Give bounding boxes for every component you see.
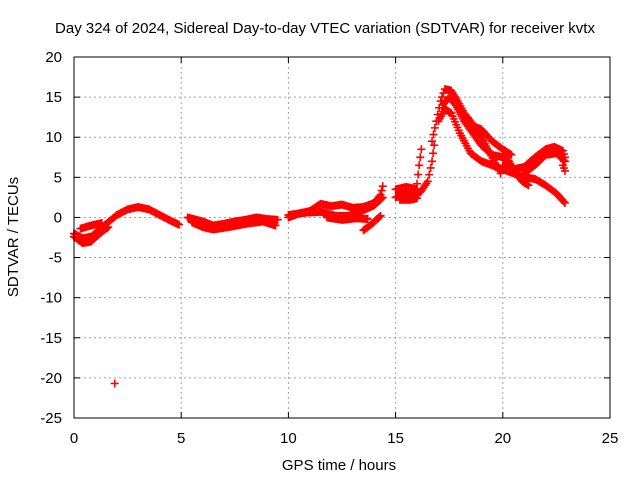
x-axis-label: GPS time / hours [282,457,396,474]
data-point [523,180,532,189]
data-point [438,93,447,102]
x-tick-label: 25 [602,430,619,447]
data-point [426,163,435,172]
tick-labels: 0 5 10 15 20 25 -25 -20 -15 -10 -5 0 5 10 15 20 [40,49,618,447]
data-point [413,179,422,188]
y-tick-label: 10 [45,129,62,146]
y-tick-label: -5 [49,250,62,267]
data-point [430,123,439,132]
data-point [425,170,434,179]
data-point [430,141,439,150]
axis-ticks [73,56,611,419]
data-point [110,379,119,388]
data-point [506,150,515,159]
data-point [429,149,438,158]
plot-points [70,85,569,388]
data-point [560,157,569,166]
data-point [378,182,387,191]
y-tick-label: -15 [40,330,62,347]
data-point [428,137,437,146]
data-point [375,212,384,221]
plot-frame [73,56,611,419]
chart-title: Day 324 of 2024, Sidereal Day-to-day VTE… [55,20,595,37]
x-tick-label: 20 [494,430,511,447]
data-point [416,153,425,162]
x-tick-label: 10 [280,430,297,447]
data-point [376,211,385,220]
data-point [175,220,184,229]
x-tick-label: 0 [70,430,78,447]
data-point [377,186,386,195]
y-tick-label: -25 [40,410,62,427]
data-point [559,197,568,206]
data-point [413,194,422,203]
data-point [559,156,568,165]
data-point [429,130,438,139]
data-point [423,177,432,186]
data-point [104,223,113,232]
data-point [428,157,437,166]
y-tick-label: -20 [40,370,62,387]
x-tick-label: 5 [177,430,185,447]
data-point [415,161,424,170]
data-point [377,194,386,203]
x-tick-label: 15 [387,430,404,447]
data-point [273,215,282,224]
data-point [507,150,516,159]
y-tick-label: 15 [45,89,62,106]
grid-lines [74,57,610,418]
data-point [271,221,280,230]
data-point [524,181,533,190]
data-point [363,215,372,224]
data-point [103,223,112,232]
data-point [560,166,569,175]
y-axis-label: SDTVAR / TECUs [5,177,22,297]
data-point [97,219,106,228]
data-point [378,193,387,202]
data-point [417,145,426,154]
data-point [414,170,423,179]
data-point [560,199,569,208]
y-tick-label: -10 [40,290,62,307]
y-tick-label: 5 [54,169,62,186]
y-tick-label: 0 [54,209,62,226]
y-tick-label: 20 [45,49,62,66]
